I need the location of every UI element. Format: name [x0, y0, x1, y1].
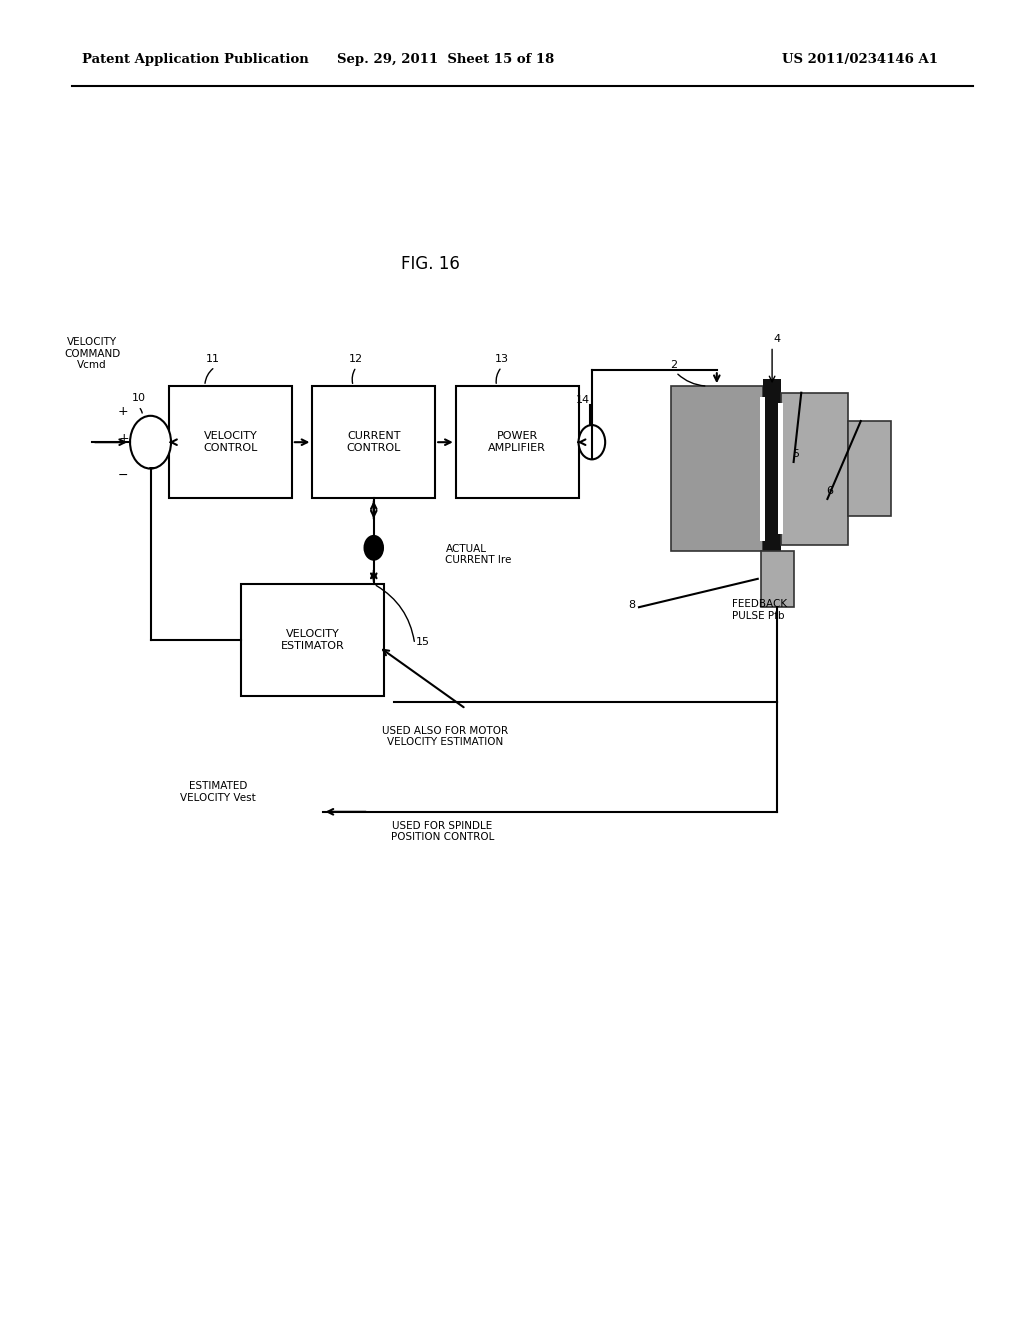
Bar	[848, 421, 891, 516]
Text: −: −	[147, 462, 158, 475]
Text: 5: 5	[793, 449, 799, 459]
Text: CURRENT
CONTROL: CURRENT CONTROL	[346, 432, 401, 453]
Text: 4: 4	[774, 334, 780, 343]
Bar	[671, 385, 763, 552]
FancyBboxPatch shape	[169, 385, 292, 498]
Text: USED ALSO FOR MOTOR
VELOCITY ESTIMATION: USED ALSO FOR MOTOR VELOCITY ESTIMATION	[382, 726, 509, 747]
Bar	[761, 552, 794, 607]
FancyBboxPatch shape	[456, 385, 579, 498]
Text: 8: 8	[628, 599, 635, 610]
Text: FIG. 16: FIG. 16	[400, 255, 460, 273]
Text: USED FOR SPINDLE
POSITION CONTROL: USED FOR SPINDLE POSITION CONTROL	[391, 821, 494, 842]
Circle shape	[365, 536, 383, 560]
Text: POWER
AMPLIFIER: POWER AMPLIFIER	[488, 432, 546, 453]
Text: 6: 6	[826, 486, 833, 496]
Text: +: +	[119, 432, 129, 445]
Text: 10: 10	[132, 392, 146, 403]
Text: VELOCITY
CONTROL: VELOCITY CONTROL	[203, 432, 258, 453]
Text: +: +	[118, 405, 128, 418]
Text: 15: 15	[416, 636, 430, 647]
Text: FEEDBACK
PULSE Pfb: FEEDBACK PULSE Pfb	[732, 599, 787, 620]
Bar	[763, 379, 781, 557]
Bar	[760, 396, 765, 541]
Text: −: −	[118, 469, 128, 482]
Text: US 2011/0234146 A1: US 2011/0234146 A1	[782, 53, 938, 66]
Text: 14: 14	[575, 395, 590, 405]
Text: VELOCITY
ESTIMATOR: VELOCITY ESTIMATOR	[281, 630, 344, 651]
FancyBboxPatch shape	[241, 583, 384, 697]
Text: Sep. 29, 2011  Sheet 15 of 18: Sep. 29, 2011 Sheet 15 of 18	[337, 53, 554, 66]
Text: 13: 13	[495, 354, 509, 364]
Text: VELOCITY
COMMAND
Vcmd: VELOCITY COMMAND Vcmd	[65, 337, 120, 371]
Circle shape	[130, 416, 171, 469]
Text: 11: 11	[206, 354, 220, 364]
Text: ACTUAL
CURRENT Ire: ACTUAL CURRENT Ire	[445, 544, 512, 565]
Bar	[778, 404, 783, 533]
FancyBboxPatch shape	[312, 385, 435, 498]
Text: 12: 12	[349, 354, 364, 364]
Bar	[781, 393, 848, 544]
Text: 2: 2	[671, 359, 677, 370]
Circle shape	[579, 425, 605, 459]
Text: Patent Application Publication: Patent Application Publication	[82, 53, 308, 66]
Text: ESTIMATED
VELOCITY Vest: ESTIMATED VELOCITY Vest	[180, 781, 256, 803]
